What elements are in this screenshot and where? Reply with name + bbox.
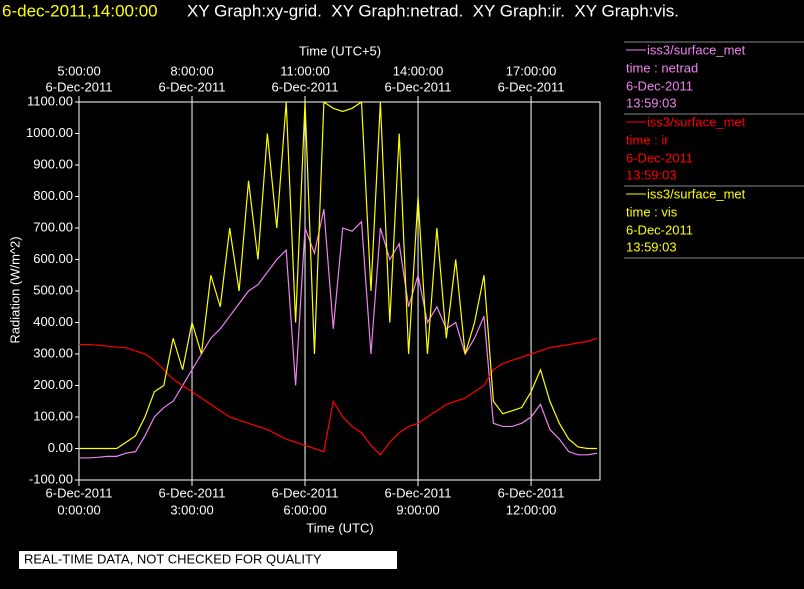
y-tick-label: 600.00 — [33, 251, 73, 266]
graph-list: XY Graph:xy-grid. XY Graph:netrad. XY Gr… — [187, 1, 679, 20]
legend-date: 6-Dec-2011 — [626, 222, 693, 237]
x-tick-date: 6-Dec-2011 — [159, 485, 226, 500]
x-tick-label: 3:00:00 — [170, 502, 213, 517]
y-tick-label: 500.00 — [33, 282, 73, 297]
y-tick-label: 400.00 — [33, 314, 73, 329]
legend-date: 6-Dec-2011 — [626, 78, 693, 93]
legend-name: time : ir — [626, 132, 669, 147]
note: REAL-TIME DATA, NOT CHECKED FOR QUALITY — [24, 551, 322, 566]
x-tick-date: 6-Dec-2011 — [272, 485, 339, 500]
series-line — [79, 102, 597, 450]
x-tick-date: 6-Dec-2011 — [46, 485, 113, 500]
y-tick-label: 700.00 — [33, 219, 73, 234]
x2-tick-date: 6-Dec-2011 — [385, 79, 452, 94]
y-tick-label: 1100.00 — [27, 93, 73, 108]
legend-source: iss3/surface_met — [647, 42, 746, 57]
x2-tick-date: 6-Dec-2011 — [272, 79, 339, 94]
legend-name: time : netrad — [626, 60, 698, 75]
series-line — [79, 337, 598, 456]
series-line — [79, 208, 598, 459]
legend-source: iss3/surface_met — [647, 186, 746, 201]
legend-time: 13:59:03 — [626, 239, 677, 254]
legend-time: 13:59:03 — [626, 95, 677, 110]
x-tick-label: 6:00:00 — [283, 502, 326, 517]
y-tick-label: 1000.00 — [26, 125, 73, 140]
x-tick-label: 0:00:00 — [57, 502, 100, 517]
x2-tick-date: 6-Dec-2011 — [159, 79, 226, 94]
y-tick-label: 0.00 — [48, 440, 73, 455]
legend-time: 13:59:03 — [626, 167, 677, 182]
x-tick-date: 6-Dec-2011 — [498, 485, 565, 500]
y-tick-label: 300.00 — [33, 345, 73, 360]
x2-tick-label: 14:00:00 — [393, 63, 444, 78]
x-axis-title: Time (UTC) — [306, 520, 373, 535]
legend-date: 6-Dec-2011 — [626, 150, 693, 165]
plot-frame — [78, 101, 601, 481]
x2-tick-label: 5:00:00 — [57, 63, 100, 78]
y-tick-label: -100.00 — [29, 471, 73, 486]
x-tick-label: 9:00:00 — [396, 502, 439, 517]
legend-name: time : vis — [626, 204, 678, 219]
x2-tick-label: 11:00:00 — [280, 63, 330, 78]
y-tick-label: 800.00 — [33, 188, 73, 203]
x2-tick-date: 6-Dec-2011 — [498, 79, 565, 94]
legend-source: iss3/surface_met — [647, 114, 746, 129]
y-axis-title: Radiation (W/m^2) — [7, 236, 22, 343]
x-tick-label: 12:00:00 — [506, 502, 557, 517]
x2-axis-title: Time (UTC+5) — [299, 43, 381, 58]
y-tick-label: 100.00 — [33, 408, 73, 423]
timestamp: 6-dec-2011,14:00:00 — [2, 1, 158, 20]
x2-tick-label: 8:00:00 — [170, 63, 213, 78]
x2-tick-date: 6-Dec-2011 — [46, 79, 113, 94]
y-tick-label: 200.00 — [33, 377, 73, 392]
x2-tick-label: 17:00:00 — [506, 63, 557, 78]
y-tick-label: 900.00 — [33, 156, 73, 171]
note-box — [19, 551, 397, 569]
x-tick-date: 6-Dec-2011 — [385, 485, 452, 500]
